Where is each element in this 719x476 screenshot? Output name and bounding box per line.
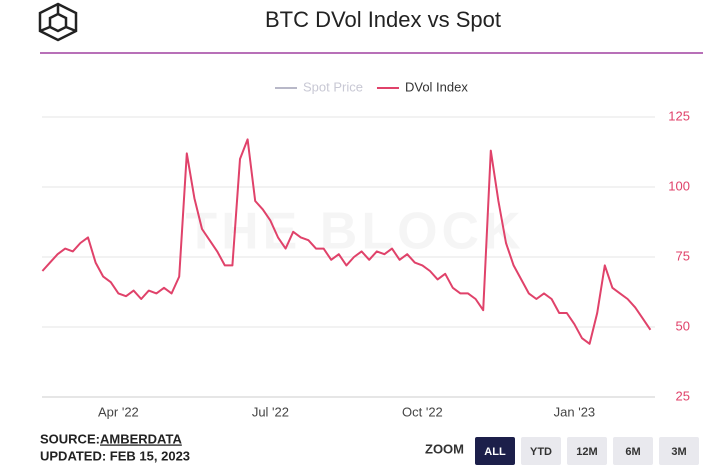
zoom-button[interactable] [521,437,561,465]
legend-label[interactable]: DVol Index [405,79,468,94]
x-tick-label: Oct '22 [402,404,443,419]
chart-title: BTC DVol Index vs Spot [265,7,501,32]
logo [38,2,78,42]
y2-tick-label: 50 [676,318,690,333]
zoom-button[interactable] [613,437,653,465]
zoom-button-label[interactable]: YTD [530,446,552,458]
legend-label[interactable]: Spot Price [303,79,363,94]
zoom-button[interactable] [475,437,515,465]
y2-tick-label: 75 [676,248,690,263]
series-line [41,138,652,345]
x-tick-label: Jul '22 [252,404,289,419]
y2-tick-label: 25 [676,388,690,403]
updated: UPDATED: FEB 15, 2023 [40,448,190,463]
x-tick-label: Jan '23 [554,404,596,419]
y2-tick-label: 125 [668,108,690,123]
zoom-button-label[interactable]: 3M [671,446,686,458]
y2-tick-label: 100 [668,178,690,193]
zoom-button-label[interactable]: 6M [625,446,640,458]
zoom-button-label[interactable]: ALL [484,446,506,458]
zoom-label: ZOOM [425,441,464,456]
zoom-button[interactable] [659,437,699,465]
x-tick-label: Apr '22 [98,404,139,419]
source-name: AMBERDATA [100,431,182,446]
zoom-button[interactable] [567,437,607,465]
watermark: THE BLOCK [185,203,524,261]
source-label: SOURCE: [40,431,100,446]
zoom-button-label[interactable]: 12M [576,446,597,458]
